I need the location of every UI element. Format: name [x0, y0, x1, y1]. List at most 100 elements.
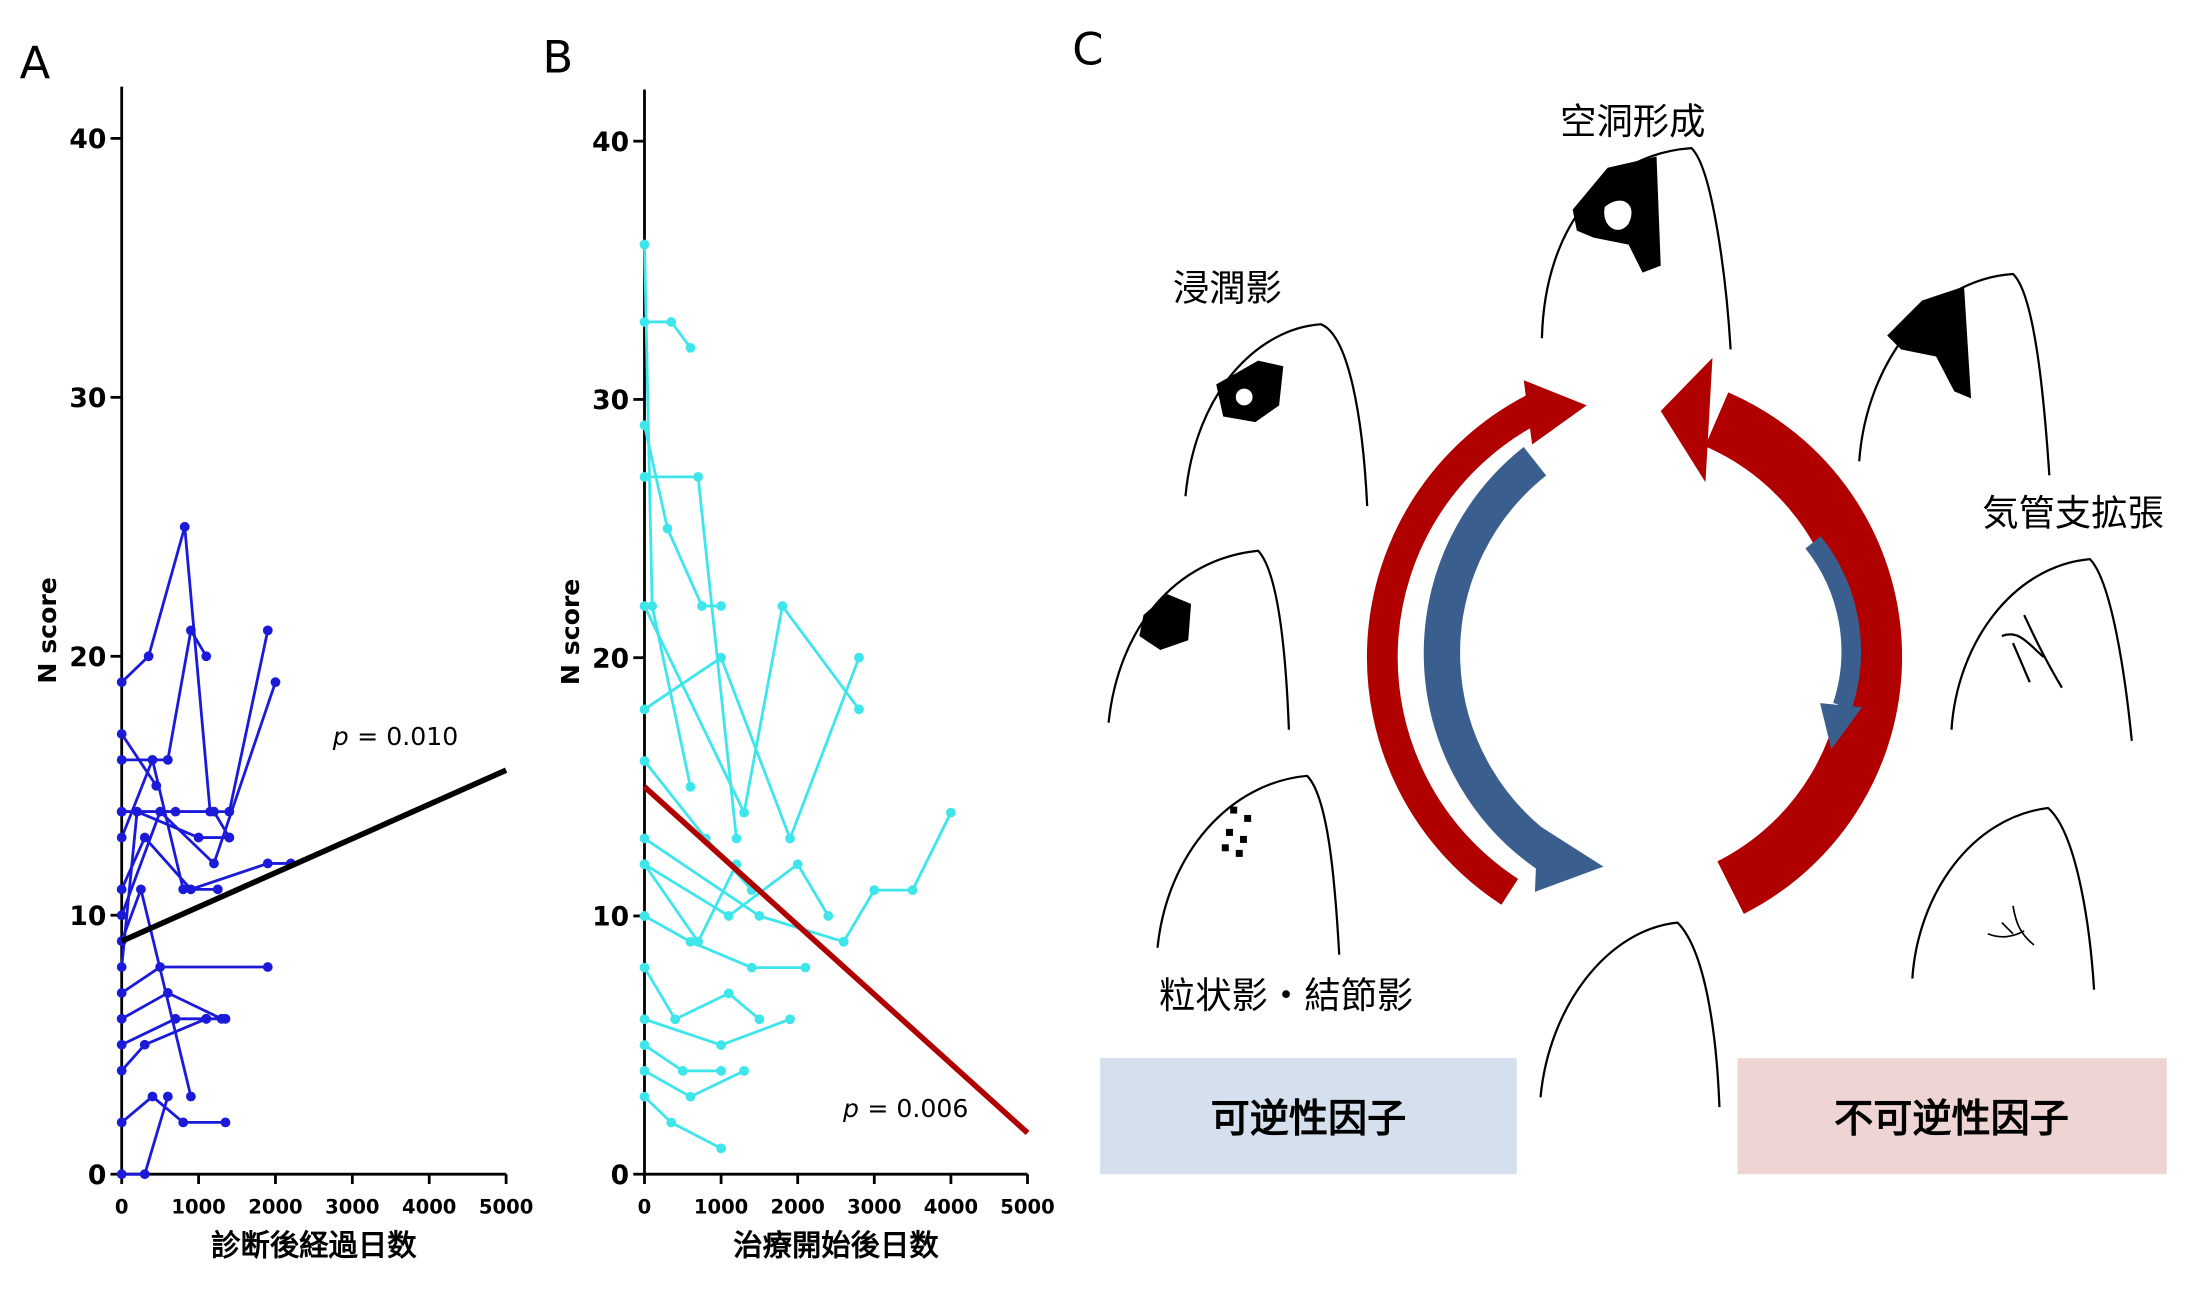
x-tick-label: 1000 — [694, 1195, 748, 1218]
series-line — [643, 914, 806, 969]
point — [178, 1117, 189, 1128]
point — [201, 1013, 212, 1024]
point — [116, 910, 127, 921]
point — [854, 704, 864, 715]
point — [116, 806, 127, 817]
point — [639, 859, 650, 870]
lesion-gap — [1235, 388, 1253, 406]
x-tick-label: 0 — [638, 1195, 652, 1218]
point — [723, 988, 734, 999]
point — [209, 858, 219, 869]
series-line — [643, 863, 738, 945]
series-line — [644, 320, 692, 349]
panel-label: B — [542, 31, 573, 84]
point — [147, 1091, 158, 1102]
point — [162, 754, 173, 765]
point — [116, 832, 127, 843]
point — [716, 1040, 726, 1050]
annotation-text: = 0.006 — [867, 1094, 968, 1123]
point — [143, 651, 154, 662]
point — [116, 1169, 127, 1180]
point — [662, 523, 673, 534]
point — [639, 317, 650, 327]
point — [785, 833, 795, 844]
nodule — [1230, 806, 1238, 814]
x-tick-label: 0 — [115, 1195, 129, 1218]
diagram: C 空 — [1072, 22, 2167, 1175]
point — [139, 1169, 150, 1180]
series-line — [120, 884, 193, 1097]
point — [800, 962, 811, 973]
lung-outline — [1911, 806, 2096, 990]
series-line — [120, 733, 158, 787]
point — [639, 911, 650, 921]
x-tick-label: 5000 — [479, 1195, 533, 1218]
lung-outline — [1184, 323, 1369, 507]
red-arrow-right — [1704, 392, 1903, 914]
lung-outline — [1156, 774, 1341, 955]
point — [136, 884, 146, 895]
lung-outline — [1950, 557, 2133, 741]
bronchiectasis-lesion — [1987, 905, 2035, 946]
series-line — [643, 1069, 745, 1099]
chart: B 0 10 20 30 40 0 1000 2000 3000 4000 5000 N score 治療… — [542, 31, 1054, 1263]
point — [869, 885, 880, 896]
annotation-symbol: p — [842, 1094, 859, 1123]
point — [116, 962, 127, 972]
panel-label: A — [20, 36, 51, 89]
point — [685, 342, 696, 353]
x-axis-label: 診断後経過日数 — [211, 1228, 417, 1262]
x-tick-label: 2000 — [770, 1195, 824, 1218]
point — [220, 1117, 231, 1128]
annotation-symbol: p — [332, 722, 349, 751]
nodule — [1226, 828, 1233, 836]
lung-outline — [1107, 549, 1291, 730]
series-line — [120, 767, 508, 944]
y-tick-label: 30 — [592, 385, 629, 416]
point — [639, 756, 650, 766]
point — [639, 704, 650, 715]
point — [685, 936, 696, 947]
point — [212, 884, 223, 895]
point — [946, 807, 956, 818]
series-line — [642, 784, 1030, 1135]
point — [666, 1117, 677, 1128]
point — [754, 911, 765, 921]
nodule — [1221, 844, 1229, 852]
panel-label: C — [1072, 22, 1103, 75]
point — [139, 1039, 150, 1050]
annotation-text: = 0.010 — [357, 722, 458, 751]
point — [224, 832, 235, 843]
blue-arrow-right — [1805, 536, 1861, 709]
point — [823, 911, 834, 921]
arrowhead — [1660, 357, 1713, 483]
point — [147, 754, 158, 765]
infiltrate-lesion — [1139, 594, 1192, 650]
series-line — [121, 626, 208, 762]
y-tick-label: 40 — [69, 124, 106, 155]
y-axis-label: N score — [556, 579, 585, 685]
lung-outline — [1540, 147, 1732, 350]
point — [639, 962, 650, 973]
y-tick-label: 20 — [592, 643, 629, 674]
point — [639, 239, 650, 250]
point — [116, 988, 127, 998]
point — [685, 781, 696, 792]
x-tick-label: 1000 — [171, 1195, 225, 1218]
point — [693, 936, 704, 947]
point — [639, 1040, 650, 1050]
point — [262, 962, 273, 972]
point — [186, 625, 196, 636]
cavity-lesion — [1887, 286, 1972, 399]
series-line — [643, 862, 830, 918]
point — [716, 652, 726, 663]
series-line — [643, 966, 761, 1022]
y-tick-label: 0 — [88, 1160, 106, 1191]
point — [693, 472, 704, 482]
series-line — [120, 1094, 226, 1124]
box-label: 不可逆性因子 — [1834, 1097, 2069, 1142]
point — [186, 1091, 196, 1102]
point — [139, 832, 150, 843]
series-line — [643, 812, 953, 944]
